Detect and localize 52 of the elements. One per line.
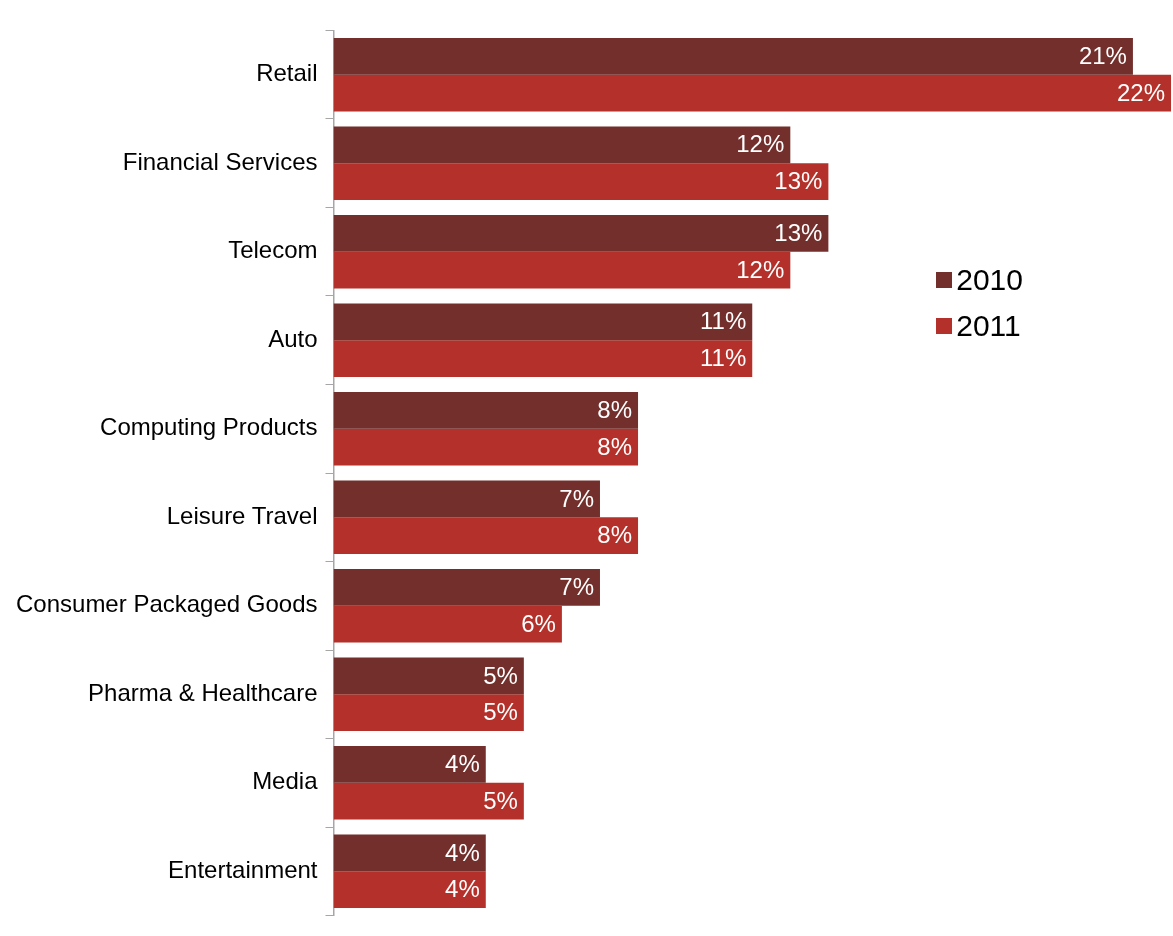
bar [333, 782, 524, 820]
data-label: 7% [559, 484, 594, 512]
bar [333, 37, 1133, 75]
data-label: 5% [483, 698, 518, 726]
bar [333, 340, 753, 377]
y-tick-label: Entertainment [168, 855, 318, 883]
data-label: 8% [597, 432, 633, 460]
bar [333, 163, 829, 200]
data-label: 13% [774, 167, 823, 195]
data-label: 6% [521, 609, 556, 637]
data-label: 22% [1116, 78, 1165, 106]
y-tick-label: Pharma & Healthcare [88, 678, 318, 706]
y-tick-label: Telecom [228, 236, 318, 264]
data-label: 11% [699, 344, 747, 372]
bar [333, 480, 600, 518]
data-label: 12% [736, 130, 785, 158]
bar [333, 746, 486, 783]
bar [333, 428, 639, 466]
data-label: 8% [597, 521, 633, 549]
bar [333, 126, 791, 164]
y-tick-label: Financial Services [122, 147, 318, 175]
y-tick-label: Auto [268, 324, 318, 352]
data-label: 13% [774, 218, 823, 246]
legend-label: 2011 [956, 309, 1021, 343]
y-tick-label: Consumer Packaged Goods [16, 590, 318, 618]
data-label: 11% [699, 307, 747, 335]
data-label: 4% [445, 750, 480, 778]
data-label: 4% [445, 875, 480, 903]
bar [333, 569, 600, 606]
y-tick-label: Computing Products [100, 413, 318, 441]
bar [333, 657, 524, 695]
data-label: 7% [559, 573, 594, 601]
data-label: 4% [445, 838, 480, 866]
data-label: 12% [736, 255, 785, 283]
data-label: 21% [1078, 41, 1127, 69]
data-label: 8% [597, 396, 633, 423]
data-label: 5% [483, 786, 518, 814]
bar [333, 517, 639, 554]
bar [333, 392, 639, 429]
bar [333, 871, 486, 909]
bar [333, 251, 791, 289]
y-tick-label: Media [252, 767, 319, 795]
bar [333, 214, 829, 252]
y-tick-label: Leisure Travel [166, 501, 318, 529]
data-label: 5% [483, 661, 518, 689]
legend-label: 2010 [956, 263, 1023, 297]
bar [333, 694, 524, 732]
bar [333, 834, 486, 872]
bar [333, 605, 562, 643]
bar [333, 74, 1171, 112]
bar [333, 303, 753, 341]
y-tick-label: Retail [256, 59, 318, 87]
